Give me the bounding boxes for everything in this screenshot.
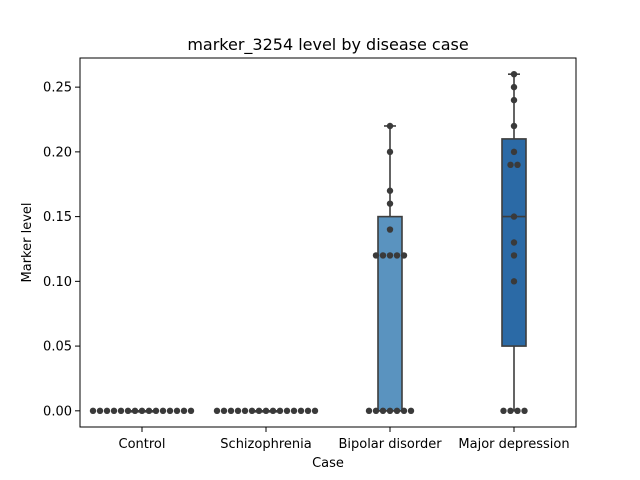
data-point (103, 407, 111, 415)
data-point (407, 407, 415, 415)
data-point (372, 407, 380, 415)
data-point (166, 407, 174, 415)
data-point (386, 252, 394, 259)
data-point (521, 407, 528, 415)
data-point (290, 407, 298, 415)
y-axis: 0.00 0.05 0.10 0.15 0.20 0.25 (43, 81, 80, 419)
box-body (377, 215, 403, 412)
data-point (514, 161, 521, 169)
data-point (255, 407, 263, 415)
x-axis-label: Case (312, 456, 344, 471)
data-point (213, 407, 221, 415)
data-point (510, 83, 518, 91)
data-point (510, 148, 518, 156)
data-point (379, 407, 387, 415)
data-point (262, 407, 270, 415)
y-tick-label: 0.25 (43, 81, 72, 96)
y-tick-label: 0.00 (43, 404, 72, 419)
data-point (304, 407, 312, 415)
y-tick-label: 0.10 (43, 275, 72, 290)
data-point (124, 407, 132, 415)
data-point (311, 407, 319, 415)
x-tick-label: Bipolar disorder (338, 437, 442, 452)
data-point (386, 407, 394, 415)
y-tick-label: 0.05 (43, 340, 72, 355)
x-tick-label: Schizophrenia (220, 437, 311, 452)
data-point (510, 122, 518, 130)
data-point (138, 407, 146, 415)
data-point (180, 407, 188, 415)
points-2 (365, 122, 415, 415)
data-point (500, 407, 507, 415)
data-point (386, 148, 394, 156)
data-point (269, 407, 277, 415)
data-point (507, 407, 514, 415)
data-point (510, 278, 518, 285)
points-3 (500, 70, 528, 415)
data-point (173, 407, 181, 415)
data-point (145, 407, 153, 415)
y-tick-label: 0.20 (43, 145, 72, 160)
data-point (400, 407, 408, 415)
data-point (159, 407, 167, 415)
data-point (220, 407, 228, 415)
x-axis: Control Schizophrenia Bipolar disorder Majo… (119, 427, 570, 452)
data-point (297, 407, 305, 415)
data-point (386, 226, 394, 233)
data-point (386, 122, 394, 130)
data-point (241, 407, 249, 415)
x-tick-label: Major depression (458, 437, 569, 452)
points-0 (89, 407, 195, 415)
plot-area (89, 70, 528, 415)
data-point (234, 407, 242, 415)
data-point (386, 200, 394, 207)
y-tick-label: 0.15 (43, 210, 72, 225)
data-point (510, 70, 518, 78)
chart-title: marker_3254 level by disease case (187, 35, 468, 55)
data-point (510, 213, 518, 220)
data-point (514, 407, 521, 415)
data-point (227, 407, 235, 415)
x-tick-label: Control (119, 437, 166, 452)
data-point (276, 407, 284, 415)
data-point (89, 407, 97, 415)
data-point (110, 407, 118, 415)
data-point (248, 407, 256, 415)
data-point (393, 252, 401, 259)
data-point (372, 252, 380, 259)
axes-frame (79, 57, 577, 428)
data-point (187, 407, 195, 415)
points-1 (213, 407, 319, 415)
data-point (96, 407, 104, 415)
data-point (131, 407, 139, 415)
data-point (117, 407, 125, 415)
y-axis-label: Marker level (20, 203, 35, 283)
data-point (365, 407, 373, 415)
data-point (386, 187, 394, 194)
data-point (510, 252, 518, 259)
data-point (283, 407, 291, 415)
data-point (152, 407, 160, 415)
data-point (400, 252, 408, 259)
data-point (379, 252, 387, 259)
data-point (393, 407, 401, 415)
data-point (510, 239, 518, 246)
data-point (510, 96, 518, 104)
data-point (507, 161, 514, 169)
